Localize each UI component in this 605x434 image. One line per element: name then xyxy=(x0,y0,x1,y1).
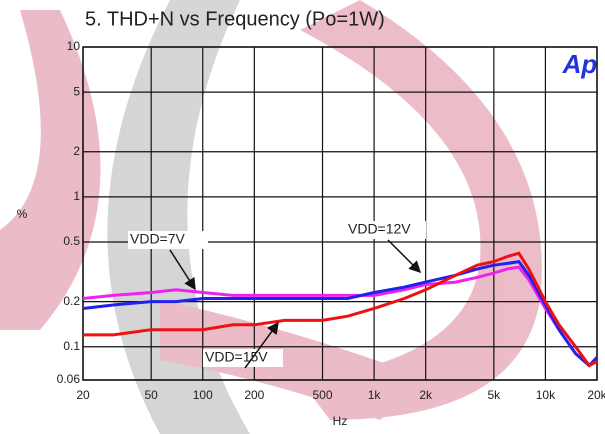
x-axis-label: Hz xyxy=(333,414,348,428)
y-tick-label: 0.5 xyxy=(63,234,80,248)
annotation-box xyxy=(128,231,208,249)
y-tick-label: 5 xyxy=(73,84,80,98)
y-tick-label: 0.2 xyxy=(63,294,80,308)
y-axis-label: % xyxy=(17,207,28,221)
series-line xyxy=(82,259,599,368)
y-tick-label: 1 xyxy=(73,189,80,203)
y-tick-label: 0.06 xyxy=(57,372,81,386)
annotation-arrow xyxy=(169,249,196,291)
annotation-box xyxy=(346,221,426,239)
logo: Ap xyxy=(562,49,598,79)
series-annotation: VDD=7V xyxy=(130,231,186,247)
x-tick-label: 5k xyxy=(488,388,502,402)
watermark xyxy=(0,0,542,434)
x-tick-label: 500 xyxy=(312,388,332,402)
y-tick-label: 0.1 xyxy=(63,339,80,353)
x-tick-label: 2k xyxy=(419,388,433,402)
x-tick-label: 20k xyxy=(587,388,605,402)
annotation-arrow xyxy=(387,239,422,274)
series-annotation: VDD=15V xyxy=(205,349,268,365)
x-tick-label: 200 xyxy=(244,388,264,402)
series-annotation: VDD=12V xyxy=(348,221,411,237)
x-tick-label: 10k xyxy=(536,388,556,402)
x-tick-label: 20 xyxy=(76,388,90,402)
x-tick-label: 100 xyxy=(193,388,213,402)
y-tick-label: 10 xyxy=(67,39,81,53)
x-tick-label: 50 xyxy=(145,388,159,402)
annotation-arrow xyxy=(244,321,279,369)
series-line xyxy=(83,251,598,368)
x-tick-label: 1k xyxy=(368,388,382,402)
y-tick-label: 2 xyxy=(73,144,80,158)
annotation-box xyxy=(203,349,283,367)
chart-title: 5. THD+N vs Frequency (Po=1W) xyxy=(85,8,385,30)
